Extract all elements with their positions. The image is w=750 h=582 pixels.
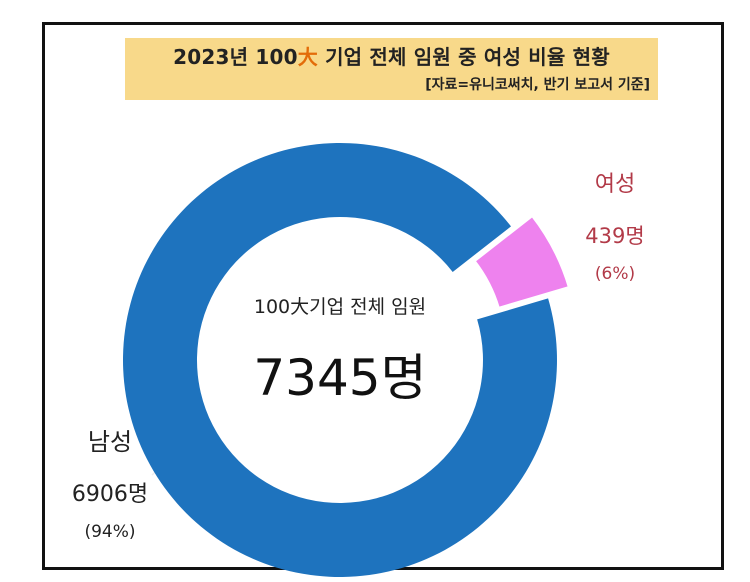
center-label: 100大기업 전체 임원 (253, 296, 427, 318)
title-accent: 大 (297, 45, 318, 69)
male-count: 6906명 (71, 482, 149, 507)
female-label: 여성 (594, 172, 636, 197)
slice-male (122, 142, 557, 577)
chart-title: 2023년 100大 기업 전체 임원 중 여성 비율 현황 (173, 45, 610, 69)
male-percent: (94%) (84, 522, 136, 542)
female-percent: (6%) (594, 264, 636, 284)
slice-female (471, 213, 572, 311)
male-label: 남성 (87, 428, 133, 456)
female-count: 439명 (585, 224, 645, 248)
center-total-value: 7345명 (253, 349, 427, 407)
title-banner: 2023년 100大 기업 전체 임원 중 여성 비율 현황 [자료=유니코써치… (125, 38, 658, 100)
chart-subtitle: [자료=유니코써치, 반기 보고서 기준] (425, 77, 650, 93)
